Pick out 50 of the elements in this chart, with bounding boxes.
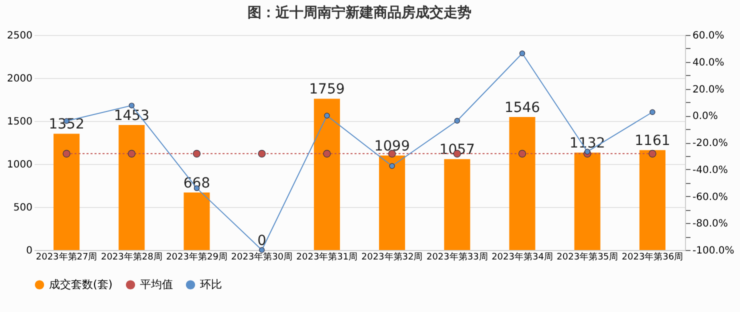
point: [128, 102, 134, 108]
bar: [118, 125, 145, 250]
y-tick-label: 1000: [7, 160, 32, 170]
y2-tick-label: -80.0%: [692, 218, 728, 230]
y2-tick-label: 20.0%: [692, 84, 724, 96]
x-tick-label: 2023年第33周: [426, 252, 488, 262]
bar: [184, 192, 210, 250]
y2-tick-label: 0.0%: [692, 111, 718, 122]
data-label: 0: [257, 233, 266, 249]
point: [389, 163, 395, 169]
data-label: 1161: [634, 133, 670, 150]
y2-tick-label: 40.0%: [692, 57, 724, 68]
point: [519, 50, 526, 56]
bar: [54, 134, 80, 250]
data-label: 1546: [504, 100, 540, 116]
data-label: 1352: [48, 116, 84, 133]
legend-label: 平均值: [140, 278, 173, 291]
bar: [379, 155, 406, 250]
y2-tick-label: -20.0%: [692, 138, 728, 149]
bar: [574, 152, 600, 250]
bar: [314, 98, 340, 250]
x-tick-label: 2023年第27周: [36, 252, 98, 262]
bar: [639, 150, 666, 250]
x-tick-label: 2023年第32周: [361, 252, 423, 262]
y-tick-label: 2500: [7, 30, 32, 42]
bar: [509, 117, 536, 250]
y2-tick-label: -40.0%: [692, 164, 728, 176]
chart-title: 图：近十周南宁新建商品房成交走势: [248, 4, 472, 21]
y2-tick-label: 60.0%: [692, 30, 724, 42]
x-tick-label: 2023年第30周: [231, 252, 293, 262]
x-tick-label: 2023年第29周: [166, 252, 228, 262]
x-tick-label: 2023年第35周: [556, 252, 618, 262]
legend-label: 环比: [200, 278, 222, 291]
y-tick-label: 1500: [7, 116, 32, 128]
point: [650, 109, 656, 115]
legend-label: 成交套数(套): [49, 278, 113, 291]
y2-tick-label: -60.0%: [692, 192, 728, 203]
y-tick-label: 2000: [7, 74, 32, 84]
x-tick-label: 2023年第34周: [492, 252, 553, 262]
point: [324, 112, 330, 118]
x-tick-label: 2023年第36周: [622, 252, 684, 262]
x-tick-label: 2023年第31周: [296, 252, 358, 262]
data-label: 1759: [309, 82, 345, 98]
bar: [444, 159, 470, 250]
y-tick-label: 500: [13, 202, 32, 214]
data-label: 1099: [374, 138, 410, 154]
y-tick-label: 0: [26, 246, 32, 256]
x-tick-label: 2023年第28周: [100, 252, 162, 262]
point: [454, 118, 460, 124]
y2-tick-label: -100.0%: [692, 246, 734, 256]
